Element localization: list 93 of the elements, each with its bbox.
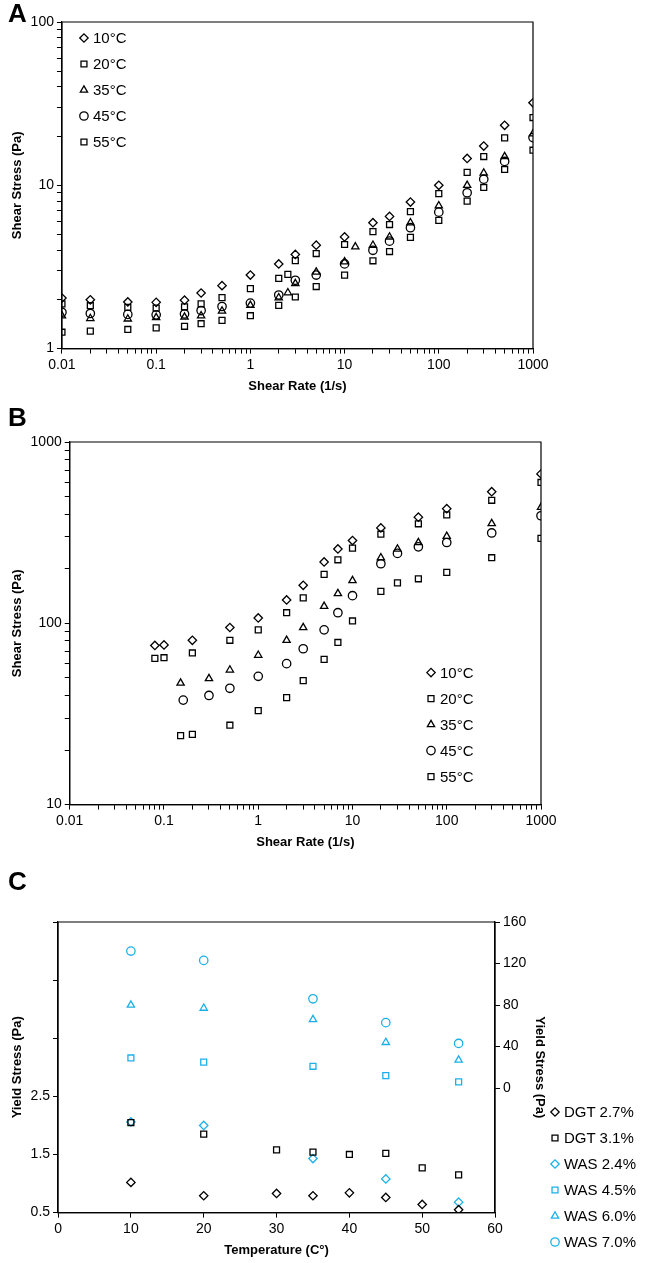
legend-label: WAS 2.4% [564,1155,636,1173]
legend-label: DGT 3.1% [564,1129,634,1147]
x-tick-label: 10 [336,355,353,372]
x-tick-label: 40 [341,1219,358,1236]
x-tick-label: 100 [427,355,451,372]
point [417,1199,428,1210]
x-tick-label: 0.01 [56,811,84,828]
point [198,955,209,966]
point [308,1014,318,1023]
point [126,1000,136,1008]
x-tick-label: 20 [195,1219,212,1236]
point [308,993,318,1004]
point [198,1190,209,1201]
legend-label: 45°C [92,107,127,125]
x-axis-title: Shear Rate (1/s) [248,377,347,393]
legend-label: DGT 2.7% [564,1103,634,1121]
chart-title: A [8,0,27,29]
x-axis-title: Temperature (C°) [224,1241,329,1257]
point [455,1171,463,1179]
x-tick-label: 60 [487,1219,504,1236]
x-tick-label: 30 [268,1219,285,1236]
y2-tick-label: 160 [503,912,527,929]
legend-label: 55°C [440,767,474,785]
point [199,1003,209,1011]
y-tick-label: 1 [46,339,55,356]
x-tick-label: 50 [414,1219,431,1236]
x-tick-label: 10 [123,1219,139,1236]
point [454,1055,463,1063]
y-tick-label: 1000 [30,432,62,449]
point [345,1150,353,1159]
point [453,1204,464,1213]
legend-label: 55°C [92,133,127,151]
x-tick-label: 0.1 [146,355,167,372]
y-tick-label: 2.5 [30,1087,51,1104]
point [198,1120,209,1131]
x-tick-label: 0.01 [48,355,76,372]
x-tick-label: 10 [344,811,361,828]
legend-label: 10°C [440,663,474,681]
legend-label: WAS 4.5% [564,1181,636,1199]
y-axis-title: Yield Stress (Pa) [9,1016,25,1119]
y-axis-title: Shear Stress (Pa) [9,131,25,240]
x-axis-title: Shear Rate (1/s) [256,833,355,849]
legend-label: 10°C [92,29,127,47]
y2-axis-title: Yield Stress (Pa) [532,1016,548,1119]
y2-tick-label: 80 [503,995,519,1012]
point [126,946,136,956]
y-tick-label: 100 [38,614,62,631]
y-tick-label: 0.5 [30,1203,51,1220]
chart-title: B [8,402,27,433]
point [380,1192,391,1203]
x-tick-label: 1 [254,811,263,828]
point [380,1017,391,1028]
point [381,1037,391,1046]
x-tick-label: 1000 [517,355,549,372]
point [418,1164,426,1172]
point [453,1197,464,1207]
point [455,1078,463,1086]
legend-label: WAS 6.0% [564,1207,636,1225]
point [200,1058,208,1066]
x-tick-label: 0.1 [154,811,174,828]
x-tick-label: 1 [246,355,255,372]
point [344,1187,355,1198]
point [308,1190,318,1201]
point [126,1177,136,1188]
y-tick-label: 1.5 [30,1145,51,1162]
y2-tick-label: 40 [503,1037,519,1054]
legend-label: 20°C [92,55,127,73]
point [453,1038,464,1049]
y-tick-label: 100 [30,12,55,29]
point [127,1054,135,1062]
point [272,1146,281,1154]
y-tick-label: 10 [46,795,62,812]
point [309,1062,317,1070]
y2-tick-label: 120 [503,954,527,971]
point [382,1149,390,1157]
legend-label: WAS 7.0% [564,1233,636,1251]
point [309,1148,317,1156]
point [271,1188,282,1199]
y2-tick-label: 0 [503,1078,512,1095]
x-tick-label: 1000 [525,811,557,828]
point [382,1071,390,1080]
point [380,1174,391,1184]
legend-label: 45°C [440,741,474,759]
point [200,1130,208,1138]
legend-label: 35°C [92,81,127,99]
y-tick-label: 10 [38,176,55,193]
x-tick-label: 0 [54,1219,63,1236]
x-tick-label: 100 [435,811,459,828]
legend-label: 35°C [440,715,474,733]
y-axis-title: Shear Stress (Pa) [9,569,25,678]
point [308,1153,318,1164]
legend-label: 20°C [440,689,474,707]
chart-title: C [8,866,27,897]
